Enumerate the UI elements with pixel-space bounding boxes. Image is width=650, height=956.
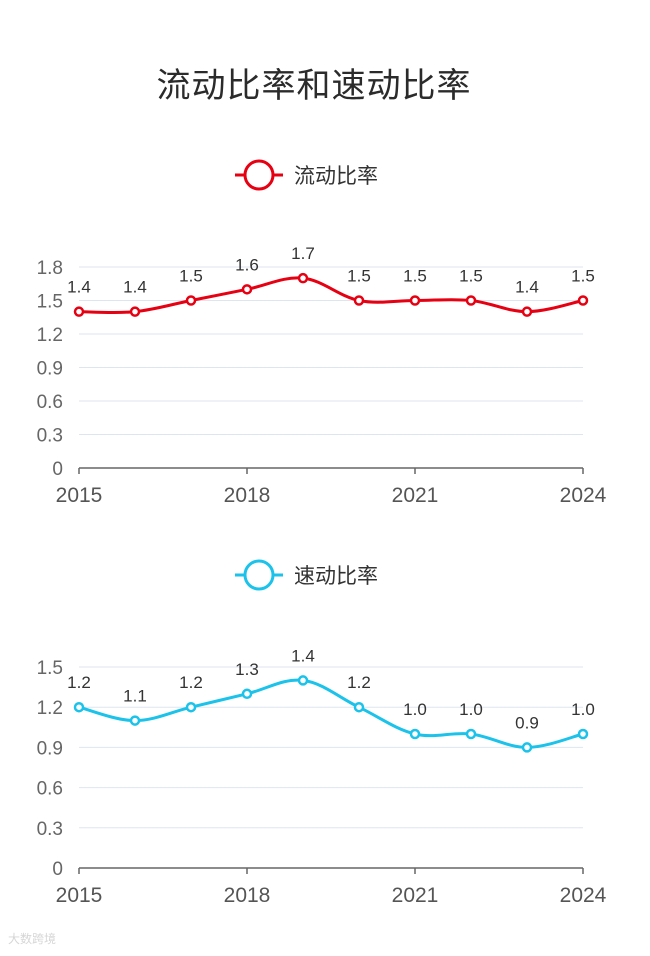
data-point[interactable] — [353, 295, 365, 306]
data-point[interactable] — [521, 742, 533, 753]
y-tick-label: 1.2 — [37, 325, 63, 346]
series-line — [78, 678, 584, 749]
data-label: 1.0 — [459, 700, 483, 719]
legend-marker-icon — [243, 159, 275, 191]
page-title: 流动比率和速动比率 — [156, 66, 472, 106]
data-point[interactable] — [73, 701, 85, 713]
data-label: 1.5 — [459, 267, 483, 286]
data-label: 1.0 — [571, 700, 595, 719]
chart-1: 流动比率 0 0.3 0.6 0.9 1.2 1.5 1.8 2015 2018 2021 2024 1… — [37, 159, 607, 507]
data-label: 1.2 — [179, 673, 203, 692]
x-tick-label: 2024 — [560, 484, 607, 507]
legend-marker-icon — [243, 559, 275, 591]
legend-label: 速动比率 — [294, 564, 378, 588]
x-tick-label: 2024 — [560, 884, 607, 907]
data-label: 1.4 — [291, 646, 315, 665]
legend[interactable]: 速动比率 — [235, 559, 378, 591]
data-label: 1.4 — [67, 278, 91, 297]
x-tick-label: 2021 — [392, 884, 439, 907]
data-label: 1.0 — [403, 700, 427, 719]
data-label: 1.2 — [67, 673, 91, 692]
data-label: 1.5 — [571, 267, 595, 286]
data-label: 1.6 — [235, 255, 259, 274]
data-label: 1.5 — [403, 267, 427, 286]
y-tick-label: 1.2 — [37, 698, 63, 719]
y-tick-label: 1.5 — [37, 658, 63, 679]
y-tick-label: 1.8 — [37, 258, 63, 279]
data-point[interactable] — [577, 295, 589, 306]
data-label: 0.9 — [515, 713, 539, 732]
data-point[interactable] — [73, 306, 85, 317]
series-line — [78, 276, 584, 315]
data-point[interactable] — [129, 715, 141, 726]
y-tick-label: 0.6 — [37, 779, 63, 800]
watermark: 大数跨境 — [8, 932, 57, 946]
data-label: 1.5 — [179, 267, 203, 286]
data-label: 1.1 — [123, 687, 147, 706]
y-tick-label: 0.3 — [37, 426, 63, 447]
data-point[interactable] — [465, 728, 477, 740]
data-point[interactable] — [185, 295, 197, 306]
x-tick-label: 2018 — [224, 484, 271, 507]
x-tick-label: 2018 — [224, 884, 271, 907]
data-point[interactable] — [185, 701, 197, 713]
data-point[interactable] — [297, 675, 309, 686]
data-label: 1.4 — [515, 278, 539, 297]
data-point[interactable] — [409, 295, 421, 306]
data-point[interactable] — [297, 272, 309, 284]
x-tick-label: 2021 — [392, 484, 439, 507]
y-tick-label: 0 — [52, 459, 63, 480]
legend-label: 流动比率 — [294, 164, 378, 188]
y-tick-label: 0.9 — [37, 359, 63, 380]
data-point[interactable] — [521, 306, 533, 317]
data-label: 1.2 — [347, 673, 371, 692]
data-point[interactable] — [241, 284, 253, 295]
data-label: 1.7 — [291, 244, 315, 263]
data-point[interactable] — [577, 728, 589, 740]
legend[interactable]: 流动比率 — [235, 159, 378, 191]
y-tick-label: 1.5 — [37, 292, 63, 313]
data-point[interactable] — [353, 701, 365, 713]
data-point[interactable] — [409, 728, 421, 740]
data-label: 1.3 — [235, 660, 259, 679]
x-tick-label: 2015 — [56, 884, 103, 907]
data-point[interactable] — [129, 306, 141, 317]
y-tick-label: 0.6 — [37, 392, 63, 413]
x-tick-label: 2015 — [56, 484, 103, 507]
data-point[interactable] — [241, 688, 253, 700]
y-tick-label: 0 — [52, 859, 63, 880]
data-label: 1.5 — [347, 267, 371, 286]
data-label: 1.4 — [123, 278, 147, 297]
y-tick-label: 0.9 — [37, 738, 63, 759]
data-point[interactable] — [465, 295, 477, 306]
y-tick-label: 0.3 — [37, 819, 63, 840]
